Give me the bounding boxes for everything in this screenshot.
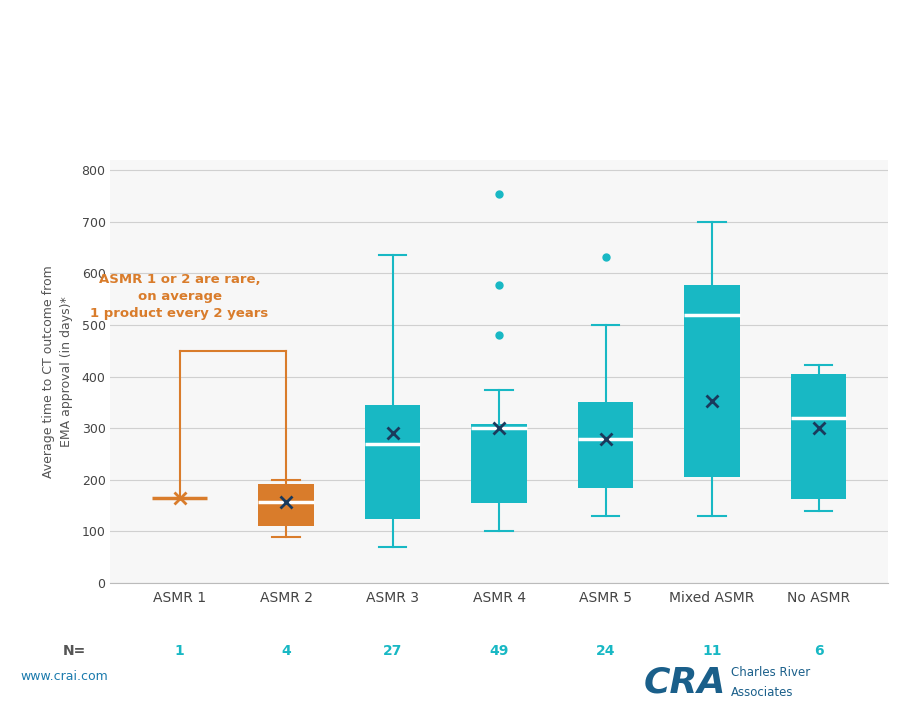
- Bar: [258, 484, 313, 526]
- Text: 27: 27: [382, 644, 402, 658]
- Text: CRA: CRA: [643, 665, 726, 700]
- Text: www.crai.com: www.crai.com: [20, 670, 108, 683]
- Text: N=: N=: [63, 644, 86, 658]
- Text: Associates: Associates: [731, 686, 793, 700]
- Text: 4: 4: [281, 644, 290, 658]
- Text: 49: 49: [489, 644, 508, 658]
- Bar: [577, 402, 632, 488]
- Bar: [471, 424, 527, 503]
- Text: 11: 11: [701, 644, 721, 658]
- Bar: [790, 374, 845, 499]
- Text: 24: 24: [596, 644, 615, 658]
- Bar: [684, 285, 739, 477]
- Text: 1: 1: [175, 644, 185, 658]
- Y-axis label: Average time to CT outcome from
EMA approval (in days)*: Average time to CT outcome from EMA appr…: [42, 265, 74, 478]
- Text: Time from EMA approval to CT outcome
for first indication vs. ASMR: Time from EMA approval to CT outcome for…: [23, 38, 673, 102]
- Bar: [365, 405, 420, 518]
- Text: ASMR 1 or 2 are rare,
on average
1 product every 2 years: ASMR 1 or 2 are rare, on average 1 produ…: [90, 273, 268, 320]
- Text: 6: 6: [813, 644, 823, 658]
- Text: Charles River: Charles River: [731, 665, 810, 679]
